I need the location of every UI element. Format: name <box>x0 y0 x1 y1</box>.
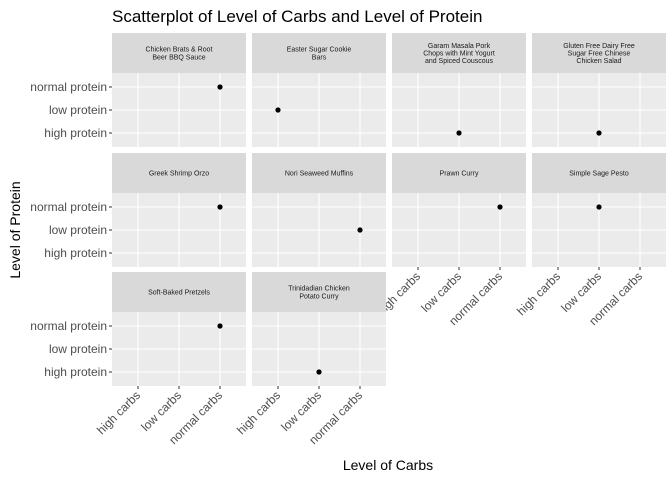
facet-panel: Greek Shrimp Orzo normal protein low prote… <box>30 153 246 267</box>
facet-strip <box>252 272 386 312</box>
y-tick-label: high protein <box>44 365 107 379</box>
facet-strip <box>532 33 666 73</box>
facet-panel: Soft-Baked Pretzels normal protein low pro… <box>30 272 246 447</box>
data-point <box>357 227 363 233</box>
facet-label: Easter Sugar Cookie Bars <box>287 47 352 62</box>
y-tick-label: high protein <box>44 246 107 260</box>
facet-panel: Gluten Free Dairy Free Sugar Free Chinese… <box>532 33 666 147</box>
data-point <box>596 204 602 210</box>
facet-panel: Chicken Brats & Root Beer BBQ Sauce normal… <box>30 33 246 147</box>
facet-panel: Nori Seaweed Muffins <box>252 153 386 267</box>
data-point <box>217 323 223 329</box>
facet-strip <box>252 153 386 193</box>
facet-panel: Garam Masala Pork Chops with Mint Yogurt a… <box>392 33 526 147</box>
facet-strip <box>392 33 526 73</box>
facet-strip <box>392 153 526 193</box>
facet-strip <box>252 33 386 73</box>
y-tick-label: normal protein <box>30 200 107 214</box>
y-tick-label: normal protein <box>30 80 107 94</box>
facet-strip <box>112 153 246 193</box>
data-point <box>596 130 602 136</box>
x-axis-title: Level of Carbs <box>343 457 433 473</box>
data-point <box>456 130 462 136</box>
facet-label: Greek Shrimp Orzo <box>149 171 209 178</box>
x-tick-label: high carbs <box>234 388 283 437</box>
data-point <box>217 84 223 90</box>
facet-grid: Chicken Brats & Root Beer BBQ Sauce normal… <box>30 33 666 447</box>
x-tick-label: high carbs <box>514 269 563 318</box>
facet-label: Prawn Curry <box>440 171 479 178</box>
facet-panel: Trinidadian Chicken Potato Curry high carb… <box>234 272 386 447</box>
y-axis-title: Level of Protein <box>7 181 23 278</box>
facet-label: Soft-Baked Pretzels <box>148 290 210 297</box>
facet-strip <box>112 33 246 73</box>
y-tick-label: normal protein <box>30 319 107 333</box>
y-tick-label: low protein <box>49 342 107 356</box>
y-tick-label: high protein <box>44 126 107 140</box>
y-tick-label: low protein <box>49 223 107 237</box>
facet-label: Trinidadian Chicken Potato Curry <box>288 286 350 301</box>
x-tick-label: high carbs <box>94 388 143 437</box>
facet-strip <box>112 272 246 312</box>
facet-strip <box>532 153 666 193</box>
data-point <box>275 107 281 113</box>
facet-label: Simple Sage Pesto <box>569 171 629 178</box>
y-tick-label: low protein <box>49 103 107 117</box>
facet-panel: Easter Sugar Cookie Bars <box>252 33 386 147</box>
data-point <box>497 204 503 210</box>
data-point <box>217 204 223 210</box>
data-point <box>316 369 322 375</box>
chart-title: Scatterplot of Level of Carbs and Level … <box>112 7 482 26</box>
facet-label: Gluten Free Dairy Free Sugar Free Chinese… <box>563 43 635 65</box>
facet-label: Garam Masala Pork Chops with Mint Yogurt a… <box>423 43 495 65</box>
facet-label: Nori Seaweed Muffins <box>285 171 354 178</box>
facet-label: Chicken Brats & Root Beer BBQ Sauce <box>146 47 213 62</box>
